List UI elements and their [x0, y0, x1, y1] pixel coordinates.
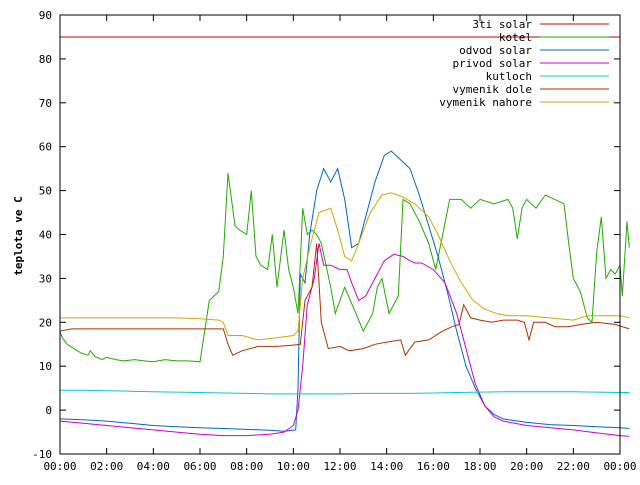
legend-label: kutloch	[486, 70, 532, 83]
series-line-privod-solar	[59, 243, 630, 437]
x-tick-label: 20:00	[510, 460, 543, 473]
y-tick-label: 80	[39, 53, 52, 66]
series-line-vymenik-nahore	[60, 192, 630, 341]
x-tick-label: 04:00	[137, 460, 170, 473]
y-tick-label: 60	[39, 141, 52, 154]
y-tick-label: 40	[39, 229, 52, 242]
x-tick-label: 10:00	[277, 460, 310, 473]
x-tick-label: 12:00	[323, 460, 356, 473]
x-tick-label: 02:00	[90, 460, 123, 473]
x-tick-label: 06:00	[183, 460, 216, 473]
legend-label: privod solar	[453, 57, 533, 70]
y-tick-label: 10	[39, 360, 52, 373]
legend-label: vymenik dole	[453, 83, 532, 96]
legend-label: kotel	[499, 31, 532, 44]
x-tick-label: 22:00	[557, 460, 590, 473]
series-line-kotel	[59, 172, 630, 363]
legend-label: odvod solar	[459, 44, 532, 57]
series-line-kutloch	[60, 389, 630, 395]
x-tick-label: 16:00	[417, 460, 450, 473]
x-tick-label: 08:00	[230, 460, 263, 473]
x-tick-label: 14:00	[370, 460, 403, 473]
y-tick-label: -10	[32, 448, 52, 461]
x-tick-label: 00:00	[603, 460, 636, 473]
tick-layer: 00:00 02:00 04:00 06:00 08:00 10:00 12:00 14:00…	[32, 9, 636, 473]
y-tick-label: 0	[45, 404, 52, 417]
y-axis-label: teplota ve C	[12, 196, 25, 275]
series-layer	[59, 36, 630, 437]
y-tick-label: 50	[39, 185, 52, 198]
y-tick-label: 20	[39, 316, 52, 329]
legend-label: 3ti solar	[472, 18, 532, 31]
legend-label: vymenik nahore	[439, 96, 532, 109]
y-tick-label: 90	[39, 9, 52, 22]
x-tick-label: 18:00	[463, 460, 496, 473]
x-tick-label: 00:00	[43, 460, 76, 473]
y-tick-label: 30	[39, 272, 52, 285]
series-line-vymenik-dole	[59, 243, 630, 357]
y-tick-label: 70	[39, 97, 52, 110]
